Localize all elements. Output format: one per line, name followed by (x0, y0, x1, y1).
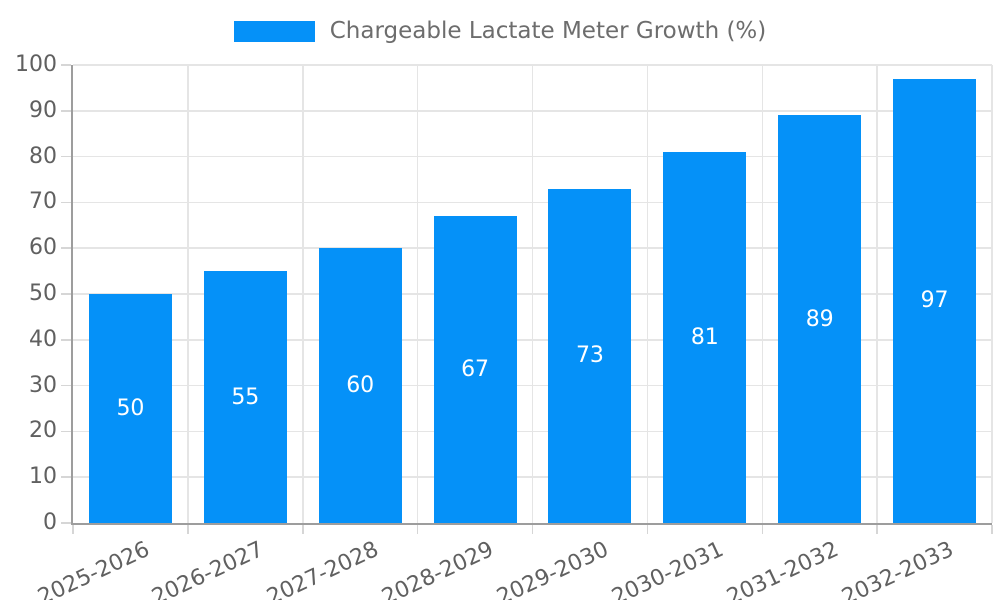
gridline-vertical (302, 65, 304, 523)
x-axis-tick-mark (187, 525, 189, 534)
y-axis-tick-mark (61, 110, 71, 112)
x-axis-tick-mark (876, 525, 878, 534)
bar-value-label: 81 (690, 325, 719, 350)
bar-value-label: 67 (461, 357, 490, 383)
x-axis-tick-mark (761, 525, 763, 534)
bar: 81 (663, 152, 747, 523)
bar: 55 (203, 271, 287, 523)
x-axis-tick-mark (531, 525, 534, 534)
y-axis-tick-mark (61, 155, 71, 158)
x-axis-tick-mark (991, 525, 993, 534)
x-axis-tick-mark (302, 525, 304, 534)
y-axis-tick-mark (61, 476, 71, 478)
y-axis-tick-mark (61, 430, 71, 433)
legend-item[interactable]: Chargeable Lactate Meter Growth (%) (233, 18, 767, 44)
legend: Chargeable Lactate Meter Growth (%) (0, 18, 1000, 44)
x-axis-tick-label: 2029-2030 (493, 537, 613, 600)
gridline-vertical (876, 65, 878, 523)
x-axis-tick-label: 2032-2033 (837, 537, 958, 600)
bar: 89 (778, 115, 862, 523)
x-axis-tick-mark (646, 525, 649, 534)
bar-value-label: 73 (575, 343, 604, 369)
x-axis-tick-label: 2030-2031 (608, 537, 728, 600)
y-axis-tick-label: 80 (29, 143, 57, 169)
bar: 60 (318, 248, 402, 523)
bar-value-label: 89 (805, 306, 834, 332)
x-axis-tick-label: 2031-2032 (723, 537, 843, 600)
y-axis-tick-mark (61, 247, 71, 249)
gridline-vertical (187, 65, 189, 523)
x-axis-tick-label: 2025-2026 (33, 537, 154, 600)
bar: 97 (893, 78, 977, 523)
bar: 67 (433, 216, 517, 523)
y-axis-tick-mark (61, 522, 71, 524)
y-axis-tick-label: 30 (29, 372, 57, 398)
x-axis-tick-label: 2028-2029 (378, 537, 498, 600)
bar: 50 (88, 294, 172, 523)
bar-value-label: 50 (116, 396, 145, 421)
bar: 73 (548, 188, 632, 523)
y-axis-tick-mark (61, 339, 71, 341)
plot-area: 50 55 60 67 73 81 89 97 (71, 64, 993, 525)
y-axis-tick-label: 50 (29, 281, 57, 306)
y-axis-tick-label: 20 (29, 418, 57, 444)
y-axis-tick-label: 70 (29, 189, 57, 215)
y-axis-tick-mark (61, 64, 71, 66)
gridline-vertical (991, 65, 993, 523)
bar-value-label: 55 (231, 384, 260, 410)
gridline-vertical (531, 65, 534, 523)
y-axis-tick-label: 90 (29, 97, 57, 123)
y-axis-tick-label: 100 (15, 52, 57, 77)
y-axis-tick-mark (61, 293, 71, 295)
x-axis-tick-label: 2026-2027 (148, 537, 268, 600)
legend-swatch (233, 20, 315, 42)
legend-label: Chargeable Lactate Meter Growth (%) (329, 18, 767, 44)
x-axis-tick-mark (72, 525, 74, 534)
y-axis-tick-label: 40 (29, 326, 57, 352)
bar-value-label: 97 (920, 288, 949, 314)
y-axis-tick-mark (61, 384, 71, 387)
y-axis-tick-label: 0 (43, 510, 57, 535)
y-axis-tick-label: 60 (29, 235, 57, 261)
gridline-vertical (761, 65, 763, 523)
gridline-vertical (416, 65, 419, 523)
bar-value-label: 60 (346, 373, 375, 399)
gridline-vertical (646, 65, 649, 523)
y-axis-tick-label: 10 (29, 464, 57, 490)
y-axis-tick-mark (61, 201, 71, 204)
x-axis-tick-label: 2027-2028 (263, 537, 383, 600)
x-axis-tick-mark (416, 525, 419, 534)
